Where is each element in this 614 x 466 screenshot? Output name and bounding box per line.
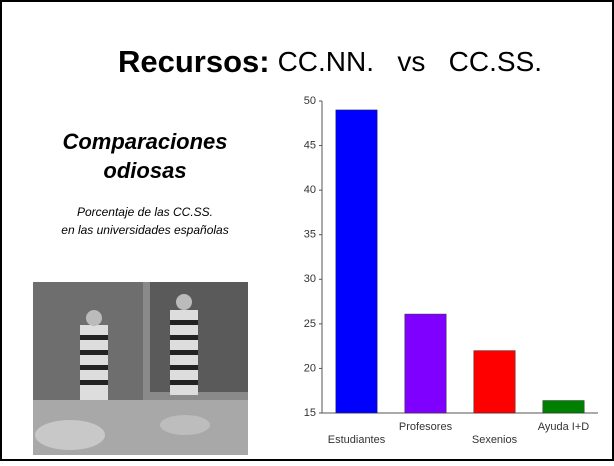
slide-title: Recursos: CC.NN. vs CC.SS. — [118, 44, 542, 79]
bar — [335, 109, 378, 414]
bar — [542, 400, 585, 414]
x-tick-label: Estudiantes — [328, 434, 386, 446]
title-bold: Recursos: — [118, 44, 270, 79]
y-tick-label: 50 — [304, 95, 316, 107]
y-tick-label: 30 — [304, 273, 316, 285]
y-tick-label: 35 — [304, 229, 316, 241]
bar — [404, 313, 447, 414]
bar — [473, 350, 516, 414]
y-tick-label: 20 — [304, 362, 316, 374]
x-tick-label: Sexenios — [472, 434, 518, 446]
caption: en las universidades españolas — [61, 223, 228, 237]
caption: Porcentaje de las CC.SS. — [77, 205, 213, 219]
y-tick-label: 45 — [304, 139, 316, 151]
y-tick-label: 25 — [304, 318, 316, 330]
heading: odiosas — [103, 158, 186, 183]
heading: Comparaciones — [62, 129, 227, 154]
y-tick-label: 15 — [304, 407, 316, 419]
x-tick-label: Profesores — [399, 421, 453, 433]
photo — [33, 282, 248, 455]
title-rest: CC.NN. vs CC.SS. — [278, 46, 542, 77]
x-tick-label: Ayuda I+D — [538, 421, 590, 433]
y-tick-label: 40 — [304, 184, 316, 196]
